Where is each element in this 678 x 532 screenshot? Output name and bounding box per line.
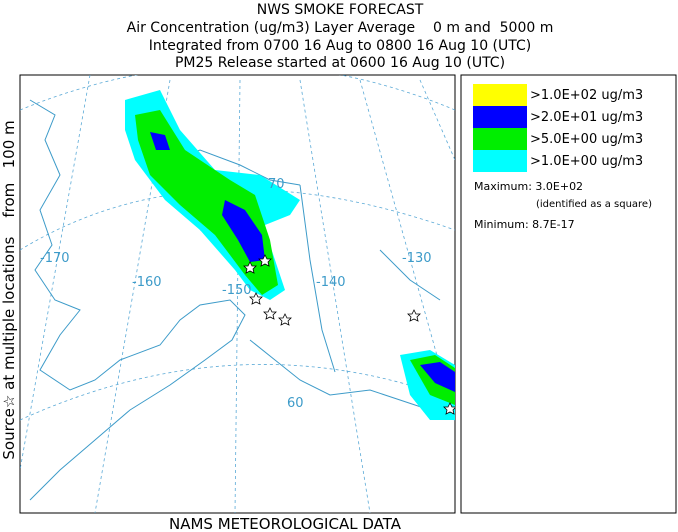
- grid-label: -160: [132, 275, 162, 290]
- legend-label: >5.0E+00 ug/m3: [530, 132, 643, 147]
- grid-label: 70: [268, 177, 285, 192]
- legend-label: >1.0E+00 ug/m3: [530, 154, 643, 169]
- subtitle: PM25 Release started at 0600 16 Aug 10 (…: [175, 55, 505, 71]
- grid-label: -170: [40, 251, 70, 266]
- legend-label: >1.0E+02 ug/m3: [530, 88, 643, 103]
- map: -170 -160 -150 -140 -130 70 60: [19, 74, 456, 514]
- maximum-note: (identified as a square): [536, 199, 652, 210]
- grid-label: -140: [316, 275, 346, 290]
- legend-swatch: [473, 128, 527, 150]
- map-frame: [19, 74, 456, 514]
- grid-label: -150: [222, 283, 252, 298]
- legend-swatch: [473, 84, 527, 106]
- legend: Maximum: 3.0E+02 (identified as a square…: [460, 74, 677, 514]
- grid-label: -130: [402, 251, 432, 266]
- subtitle: Integrated from 0700 16 Aug to 0800 16 A…: [149, 38, 532, 54]
- footer: NAMS METEOROLOGICAL DATA: [169, 515, 402, 532]
- source-stars: [243, 254, 455, 415]
- legend-swatch: [473, 106, 527, 128]
- source-label: Source☆ at multiple locations from 100 m: [0, 120, 18, 459]
- legend-label: >2.0E+01 ug/m3: [530, 110, 643, 125]
- coastline: [29, 99, 455, 501]
- legend-swatch: [473, 150, 527, 172]
- grid-label: 60: [287, 396, 304, 411]
- plume-blue: [150, 132, 265, 262]
- subtitle: Air Concentration (ug/m3) Layer Average …: [127, 20, 554, 36]
- minimum: Minimum: 8.7E-17: [474, 218, 575, 231]
- plume-blue: [420, 362, 455, 392]
- maximum: Maximum: 3.0E+02: [474, 180, 583, 193]
- title: NWS SMOKE FORECAST: [257, 2, 424, 18]
- plume-green: [135, 110, 278, 295]
- graticule: [20, 75, 455, 513]
